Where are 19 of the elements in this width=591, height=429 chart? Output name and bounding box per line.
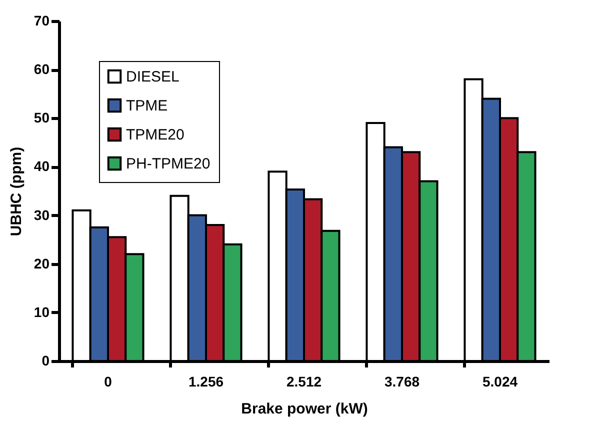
legend-label: DIESEL [126, 68, 180, 86]
y-axis-title: UBHC (ppm) [8, 146, 25, 236]
y-tick-label: 30 [34, 206, 50, 223]
x-tick-label: 1.256 [188, 374, 224, 390]
y-tick-label: 60 [34, 61, 50, 78]
y-tick-label: 40 [34, 158, 50, 174]
x-tick-label: 2.512 [286, 374, 322, 390]
x-tick-label: 3.768 [384, 374, 420, 390]
x-tick-label: 5.024 [482, 374, 518, 390]
y-tick-label: 70 [34, 12, 50, 28]
y-tick-label: 20 [34, 255, 50, 272]
x-tick-label: 0 [104, 374, 112, 390]
y-tick-label: 10 [34, 304, 50, 320]
legend-label: TPME20 [126, 126, 184, 144]
y-tick-label: 50 [34, 110, 50, 126]
y-tick-label: 0 [42, 352, 50, 368]
legend-label: PH-TPME20 [126, 156, 210, 172]
legend-label: TPME [126, 98, 168, 114]
x-axis-title: Brake power (kW) [241, 400, 368, 418]
